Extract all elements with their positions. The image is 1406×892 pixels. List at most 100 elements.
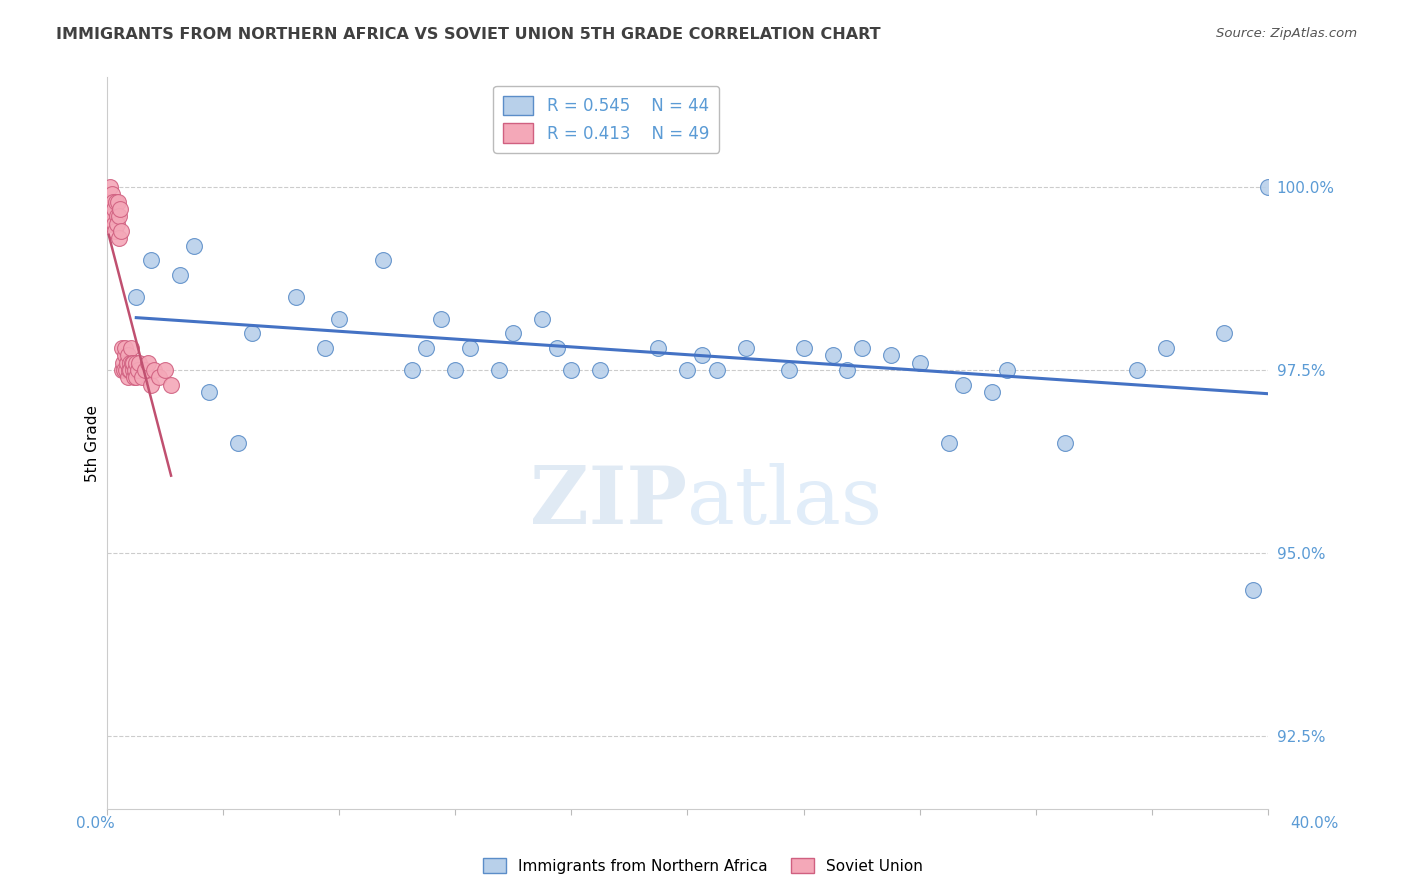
- Point: [778, 363, 800, 377]
- Point: [328, 311, 350, 326]
- Point: [183, 238, 205, 252]
- Point: [100, 187, 122, 202]
- Point: [314, 341, 336, 355]
- Point: [589, 363, 612, 377]
- Point: [401, 363, 423, 377]
- Point: [647, 341, 669, 355]
- Point: [546, 341, 568, 355]
- Point: [104, 194, 127, 209]
- Point: [1241, 582, 1264, 597]
- Point: [112, 356, 135, 370]
- Point: [197, 384, 219, 399]
- Point: [821, 348, 844, 362]
- Point: [103, 202, 125, 216]
- Point: [560, 363, 582, 377]
- Point: [110, 224, 132, 238]
- Point: [108, 210, 131, 224]
- Point: [118, 363, 141, 377]
- Point: [115, 356, 138, 370]
- Text: 0.0%: 0.0%: [76, 816, 115, 831]
- Point: [114, 341, 136, 355]
- Point: [1126, 363, 1149, 377]
- Point: [995, 363, 1018, 377]
- Point: [284, 290, 307, 304]
- Point: [879, 348, 901, 362]
- Point: [118, 356, 141, 370]
- Point: [111, 341, 134, 355]
- Point: [160, 377, 183, 392]
- Point: [98, 217, 121, 231]
- Point: [734, 341, 756, 355]
- Point: [107, 194, 129, 209]
- Point: [122, 370, 145, 384]
- Point: [100, 202, 122, 216]
- Text: IMMIGRANTS FROM NORTHERN AFRICA VS SOVIET UNION 5TH GRADE CORRELATION CHART: IMMIGRANTS FROM NORTHERN AFRICA VS SOVIE…: [56, 27, 882, 42]
- Point: [706, 363, 728, 377]
- Text: atlas: atlas: [688, 463, 883, 541]
- Point: [117, 348, 139, 362]
- Point: [122, 356, 145, 370]
- Point: [1053, 436, 1076, 450]
- Point: [131, 370, 153, 384]
- Point: [169, 268, 191, 282]
- Point: [125, 370, 148, 384]
- Point: [835, 363, 858, 377]
- Point: [415, 341, 437, 355]
- Point: [105, 210, 128, 224]
- Point: [121, 363, 143, 377]
- Text: 40.0%: 40.0%: [1291, 816, 1339, 831]
- Text: Source: ZipAtlas.com: Source: ZipAtlas.com: [1216, 27, 1357, 40]
- Legend: Immigrants from Northern Africa, Soviet Union: Immigrants from Northern Africa, Soviet …: [477, 852, 929, 880]
- Point: [851, 341, 873, 355]
- Point: [124, 363, 146, 377]
- Point: [148, 370, 170, 384]
- Point: [125, 290, 148, 304]
- Point: [120, 363, 142, 377]
- Text: ZIP: ZIP: [530, 463, 688, 541]
- Point: [1213, 326, 1236, 341]
- Point: [155, 363, 177, 377]
- Point: [139, 253, 162, 268]
- Point: [690, 348, 713, 362]
- Point: [111, 363, 134, 377]
- Point: [120, 341, 142, 355]
- Point: [981, 384, 1004, 399]
- Point: [114, 348, 136, 362]
- Point: [104, 224, 127, 238]
- Point: [444, 363, 467, 377]
- Point: [97, 194, 120, 209]
- Point: [117, 370, 139, 384]
- Point: [108, 231, 131, 245]
- Point: [136, 356, 159, 370]
- Point: [105, 217, 128, 231]
- Point: [134, 363, 156, 377]
- Point: [121, 356, 143, 370]
- Point: [908, 356, 931, 370]
- Point: [98, 180, 121, 194]
- Point: [127, 363, 149, 377]
- Point: [531, 311, 554, 326]
- Point: [112, 363, 135, 377]
- Point: [115, 363, 138, 377]
- Point: [952, 377, 974, 392]
- Point: [142, 363, 165, 377]
- Point: [458, 341, 481, 355]
- Point: [124, 356, 146, 370]
- Y-axis label: 5th Grade: 5th Grade: [86, 405, 100, 482]
- Point: [1257, 180, 1279, 194]
- Point: [101, 194, 124, 209]
- Point: [1154, 341, 1177, 355]
- Point: [110, 202, 132, 216]
- Point: [103, 217, 125, 231]
- Point: [240, 326, 263, 341]
- Point: [502, 326, 524, 341]
- Point: [226, 436, 249, 450]
- Point: [793, 341, 815, 355]
- Point: [430, 311, 453, 326]
- Point: [101, 210, 124, 224]
- Point: [139, 377, 162, 392]
- Legend: R = 0.545    N = 44, R = 0.413    N = 49: R = 0.545 N = 44, R = 0.413 N = 49: [494, 86, 718, 153]
- Point: [938, 436, 960, 450]
- Point: [371, 253, 394, 268]
- Point: [488, 363, 510, 377]
